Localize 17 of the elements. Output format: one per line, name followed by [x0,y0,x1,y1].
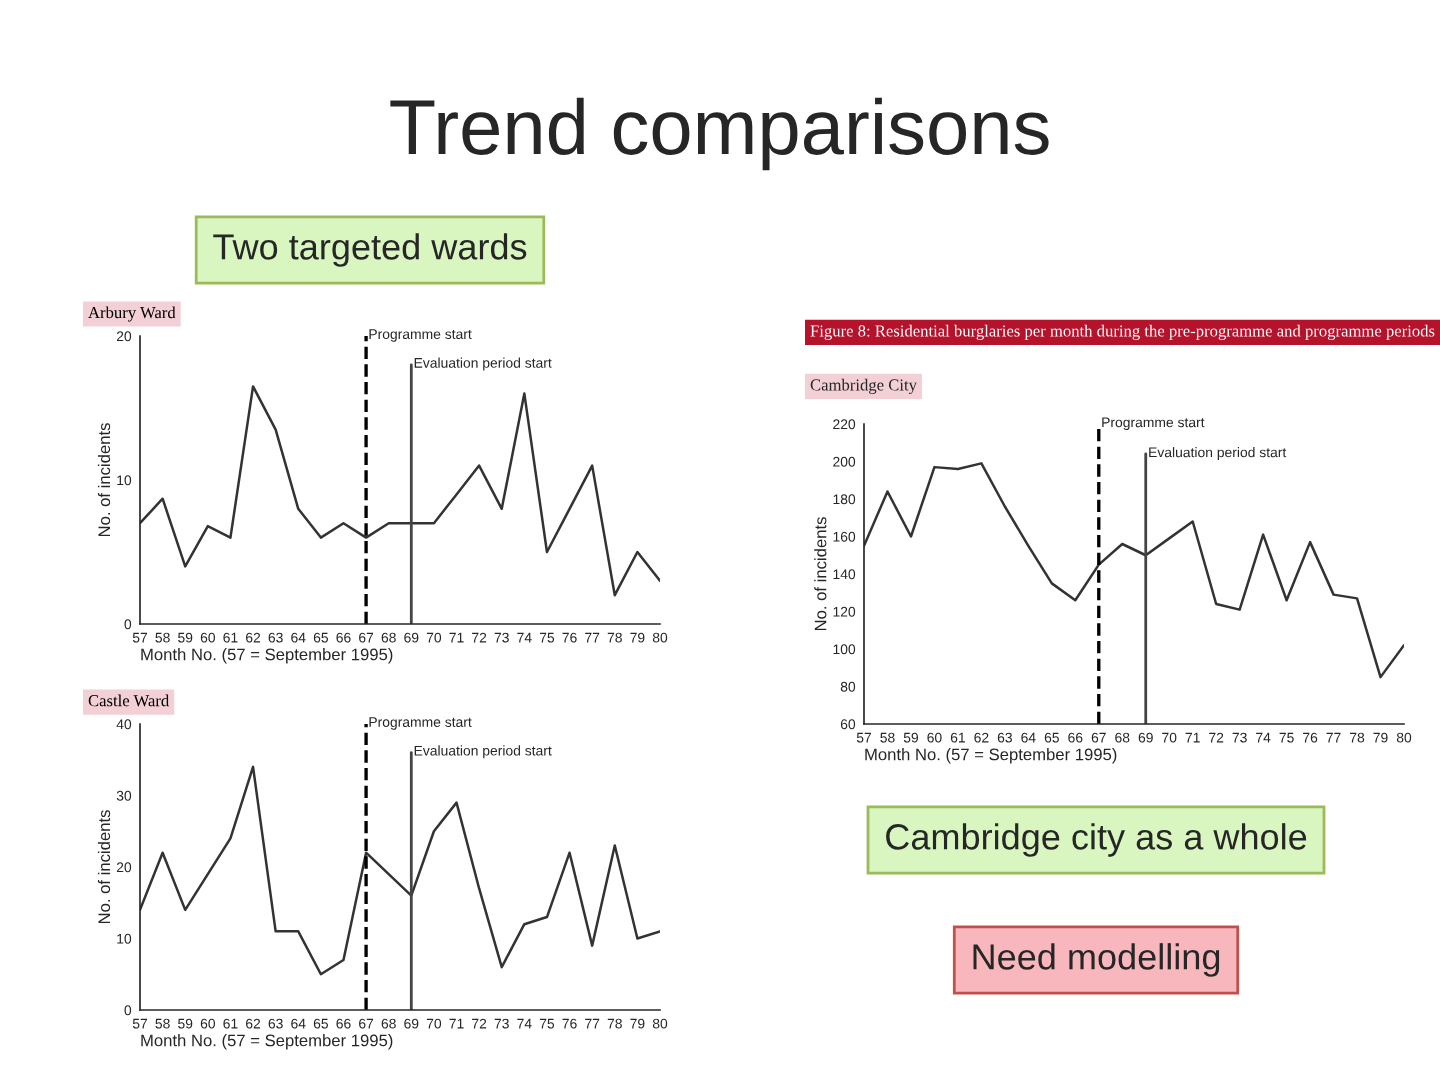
text: Trend comparisons [390,97,1049,171]
y-axis-title: No. of incidents [97,423,111,537]
x-axis-title: Month No. (57 = September 1995) [141,1034,393,1050]
chart-subtitle: Cambridge City [810,378,917,394]
line-series [140,385,660,597]
y-axis-title: No. of incidents [97,810,111,924]
y-axis-title: No. of incidents [814,517,827,631]
line-series [140,765,660,976]
chart-title: Figure 8: Residential burglaries per month during the pre-programme and programme periods [810,324,1435,340]
text: Two targeted wards [213,233,527,267]
line-series [864,462,1404,679]
x-axis-title: Month No. (57 = September 1995) [141,648,393,664]
chart-title: Arbury Ward [88,306,176,322]
text: Need modelling [973,943,1220,977]
x-axis-title: Month No. (57 = September 1995) [865,748,1117,764]
chart-title: Castle Ward [88,694,170,707]
text: Cambridge city as a whole [886,823,1307,857]
